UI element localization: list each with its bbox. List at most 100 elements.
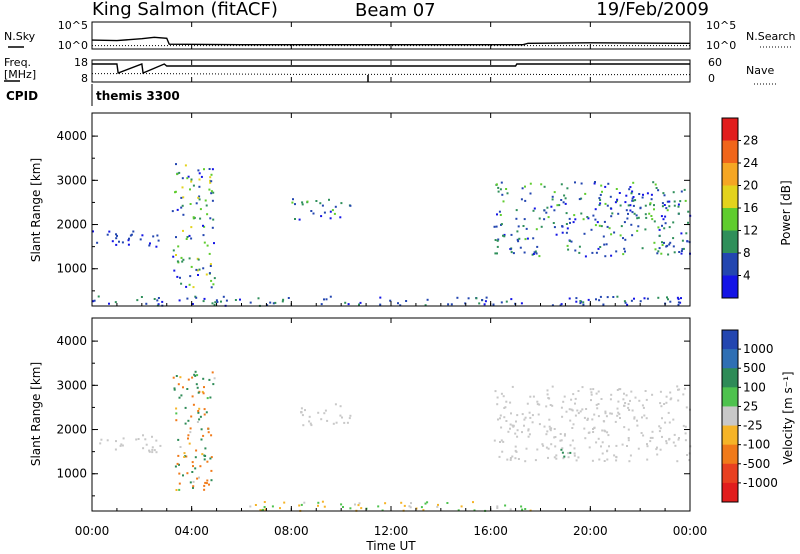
radar-echo xyxy=(509,248,512,251)
radar-echo xyxy=(525,227,528,230)
radar-echo xyxy=(680,297,682,300)
radar-echo xyxy=(211,168,214,171)
radar-echo xyxy=(377,505,380,508)
radar-echo xyxy=(603,460,606,462)
radar-echo xyxy=(632,199,635,202)
radar-echo xyxy=(636,229,639,232)
date-title: 19/Feb/2009 xyxy=(596,0,709,20)
radar-echo xyxy=(172,249,175,252)
radar-echo xyxy=(321,204,324,207)
radar-echo xyxy=(192,485,195,488)
colorbar-tick-label: 8 xyxy=(743,246,751,260)
radar-echo xyxy=(624,402,627,404)
radar-echo xyxy=(514,449,517,452)
radar-echo xyxy=(547,456,549,459)
radar-echo xyxy=(306,200,309,203)
radar-echo xyxy=(643,297,646,300)
radar-echo xyxy=(178,482,181,485)
radar-echo xyxy=(645,216,648,219)
radar-echo xyxy=(208,483,210,486)
radar-echo xyxy=(203,458,206,461)
radar-echo xyxy=(328,198,330,201)
radar-echo xyxy=(208,378,211,381)
radar-echo xyxy=(187,175,190,178)
radar-echo xyxy=(606,225,609,228)
radar-echo xyxy=(555,233,558,236)
radar-echo xyxy=(220,300,222,303)
radar-echo xyxy=(560,183,563,186)
radar-echo xyxy=(590,228,593,231)
radar-echo xyxy=(202,392,205,395)
radar-echo xyxy=(175,407,178,410)
radar-echo xyxy=(594,181,596,183)
radar-echo xyxy=(335,421,338,424)
radar-echo xyxy=(526,402,529,405)
radar-echo xyxy=(249,301,252,304)
radar-echo xyxy=(538,217,541,220)
radar-echo xyxy=(618,413,621,416)
radar-echo xyxy=(660,405,663,408)
radar-echo xyxy=(553,191,556,194)
radar-echo xyxy=(211,226,214,229)
radar-echo xyxy=(561,231,564,234)
radar-echo xyxy=(205,273,208,276)
radar-echo xyxy=(622,398,625,401)
radar-echo xyxy=(515,209,518,212)
radar-echo xyxy=(206,479,209,482)
radar-echo xyxy=(552,222,555,224)
radar-echo xyxy=(589,388,592,391)
radar-echo xyxy=(591,459,594,462)
colorbar-frame xyxy=(721,329,739,503)
radar-echo xyxy=(516,238,519,241)
colorbar-segment xyxy=(722,482,738,503)
radar-echo xyxy=(447,303,450,306)
radar-echo xyxy=(619,388,622,391)
radar-echo xyxy=(632,196,635,198)
radar-echo xyxy=(190,237,193,240)
time-tick-label: 00:00 xyxy=(673,524,708,538)
radar-echo xyxy=(483,303,486,306)
radar-echo xyxy=(620,225,623,228)
radar-echo xyxy=(560,199,563,201)
radar-echo xyxy=(654,248,657,251)
colorbar-segment xyxy=(722,425,738,446)
colorbar-tick-label: 20 xyxy=(743,179,758,193)
radar-echo xyxy=(536,448,539,451)
radar-echo xyxy=(630,223,633,226)
radar-echo xyxy=(282,298,285,301)
radar-echo xyxy=(601,190,603,193)
colorbar-segment xyxy=(722,368,738,388)
radar-echo xyxy=(323,298,325,301)
radar-echo xyxy=(584,255,587,258)
radar-echo xyxy=(210,190,213,193)
radar-echo xyxy=(509,457,512,459)
radar-echo xyxy=(177,454,180,457)
radar-echo xyxy=(198,185,201,188)
colorbar-tick-label: -25 xyxy=(743,419,763,433)
radar-echo xyxy=(135,438,138,441)
colorbar-segment xyxy=(722,387,738,407)
radar-echo xyxy=(617,400,620,403)
radar-echo xyxy=(436,505,439,508)
radar-echo xyxy=(525,447,528,450)
radar-echo xyxy=(399,304,402,307)
freq-tick-high: 18 xyxy=(74,56,88,69)
radar-echo xyxy=(503,407,506,409)
radar-echo xyxy=(678,388,681,391)
radar-echo xyxy=(663,204,666,206)
radar-echo xyxy=(199,415,202,418)
radar-echo xyxy=(514,445,517,448)
radar-echo xyxy=(348,417,351,420)
radar-echo xyxy=(485,296,488,299)
radar-echo xyxy=(308,415,311,418)
radar-echo xyxy=(639,300,642,303)
radar-echo xyxy=(584,437,587,440)
radar-echo xyxy=(660,252,663,255)
radar-echo xyxy=(145,443,148,446)
radar-echo xyxy=(562,400,565,403)
radar-echo xyxy=(634,396,637,399)
radar-echo xyxy=(558,204,561,207)
radar-echo xyxy=(684,439,687,442)
radar-echo xyxy=(646,458,649,461)
radar-echo xyxy=(672,221,675,224)
